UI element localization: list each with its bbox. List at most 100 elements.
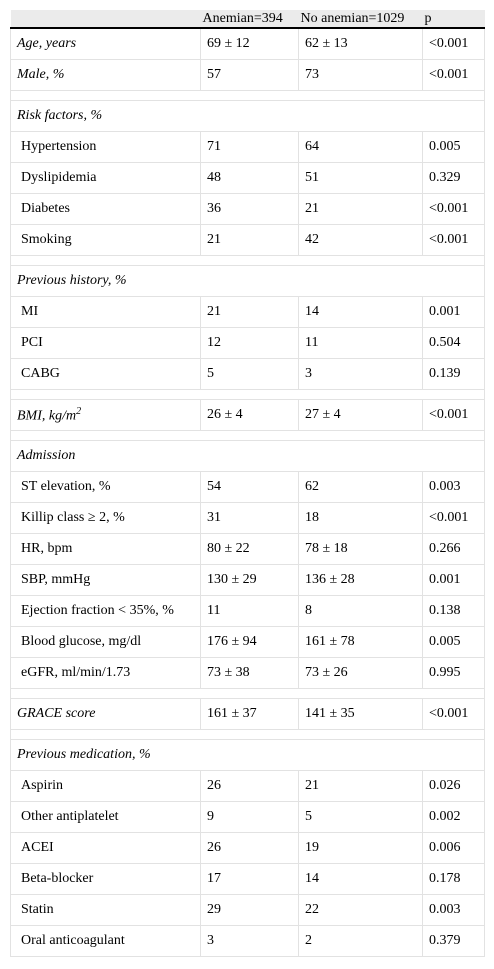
value-text: 0.138 <box>429 603 461 618</box>
value-cell: 14 <box>298 296 423 328</box>
value-cell: 29 <box>200 894 299 926</box>
row-label: Age, years <box>10 27 201 60</box>
row-label-text: GRACE score <box>17 706 96 721</box>
value-text: 14 <box>305 871 319 886</box>
value-cell: 21 <box>200 224 299 256</box>
value-cell: 0.003 <box>422 894 485 926</box>
value-text: 21 <box>207 232 221 247</box>
value-cell: 141 ± 35 <box>298 698 423 730</box>
row-label-text: Ejection fraction < 35%, % <box>21 603 174 618</box>
value-cell: 3 <box>298 358 423 390</box>
row-label: MI <box>10 296 201 328</box>
data-row: Statin 29 22 0.003 <box>10 894 485 926</box>
spacer-cell <box>10 389 485 400</box>
row-label-text: PCI <box>21 335 43 350</box>
row-label-text: CABG <box>21 366 60 381</box>
row-label: Ejection fraction < 35%, % <box>10 595 201 627</box>
header-cell: Anemian=394 <box>200 10 299 29</box>
value-text: 3 <box>207 933 214 948</box>
value-text: 17 <box>207 871 221 886</box>
value-text: 136 ± 28 <box>305 572 355 587</box>
row-label: Aspirin <box>10 770 201 802</box>
value-text: 36 <box>207 201 221 216</box>
value-text: 0.003 <box>429 479 461 494</box>
value-cell: 0.266 <box>422 533 485 565</box>
spacer-row <box>10 729 485 740</box>
value-text: 11 <box>305 335 319 350</box>
section-title: Risk factors, % <box>10 100 485 132</box>
row-label: Beta-blocker <box>10 863 201 895</box>
value-cell: <0.001 <box>422 698 485 730</box>
data-row: ST elevation, % 54 62 0.003 <box>10 471 485 503</box>
value-cell: 161 ± 37 <box>200 698 299 730</box>
row-label: Oral anticoagulant <box>10 925 201 957</box>
header-cell: p <box>422 10 485 29</box>
row-label-text: Other antiplatelet <box>21 809 119 824</box>
value-cell: 31 <box>200 502 299 534</box>
value-cell: 73 <box>298 59 423 91</box>
value-cell: <0.001 <box>422 224 485 256</box>
value-cell: 2 <box>298 925 423 957</box>
value-text: 2 <box>305 933 312 948</box>
table-header: Anemian=394 No anemian=1029 p <box>10 10 485 29</box>
value-text: <0.001 <box>429 232 469 247</box>
value-cell: 0.504 <box>422 327 485 359</box>
value-cell: 0.138 <box>422 595 485 627</box>
value-text: 0.001 <box>429 572 461 587</box>
row-label: CABG <box>10 358 201 390</box>
value-text: 73 ± 38 <box>207 665 250 680</box>
row-label: Blood glucose, mg/dl <box>10 626 201 658</box>
value-cell: 42 <box>298 224 423 256</box>
value-cell: 80 ± 22 <box>200 533 299 565</box>
data-row: Killip class ≥ 2, % 31 18 <0.001 <box>10 502 485 534</box>
value-text: 0.995 <box>429 665 461 680</box>
value-text: 141 ± 35 <box>305 706 355 721</box>
value-text: 27 ± 4 <box>305 407 341 422</box>
value-text: 0.005 <box>429 139 461 154</box>
value-text: 176 ± 94 <box>207 634 257 649</box>
row-label: Dyslipidemia <box>10 162 201 194</box>
value-text: 12 <box>207 335 221 350</box>
value-text: 22 <box>305 902 319 917</box>
row-label-text: Smoking <box>21 232 72 247</box>
value-text: 0.178 <box>429 871 461 886</box>
row-label-text: Aspirin <box>21 778 63 793</box>
value-text: 0.003 <box>429 902 461 917</box>
value-text: 78 ± 18 <box>305 541 348 556</box>
value-cell: 69 ± 12 <box>200 27 299 60</box>
value-cell: 11 <box>298 327 423 359</box>
value-cell: 0.006 <box>422 832 485 864</box>
row-label-text: HR, bpm <box>21 541 73 556</box>
row-label-text: eGFR, ml/min/1.73 <box>21 665 131 680</box>
row-label: Killip class ≥ 2, % <box>10 502 201 534</box>
row-label-text: SBP, mmHg <box>21 572 91 587</box>
value-text: 29 <box>207 902 221 917</box>
row-label: ACEI <box>10 832 201 864</box>
value-cell: 0.026 <box>422 770 485 802</box>
value-text: 130 ± 29 <box>207 572 257 587</box>
data-row: GRACE score 161 ± 37 141 ± 35 <0.001 <box>10 698 485 730</box>
value-text: 14 <box>305 304 319 319</box>
value-text: 18 <box>305 510 319 525</box>
value-text: 0.005 <box>429 634 461 649</box>
row-label-text: BMI, kg/m <box>17 408 77 424</box>
data-row: Aspirin 26 21 0.026 <box>10 770 485 802</box>
data-row: MI 21 14 0.001 <box>10 296 485 328</box>
table-body: Age, years 69 ± 12 62 ± 13 <0.001 Male, % 57 7… <box>10 27 485 957</box>
value-cell: 62 <box>298 471 423 503</box>
value-cell: 18 <box>298 502 423 534</box>
row-label-text: ACEI <box>21 840 54 855</box>
section-title: Admission <box>10 440 485 472</box>
value-cell: 48 <box>200 162 299 194</box>
value-text: 8 <box>305 603 312 618</box>
data-row: Beta-blocker 17 14 0.178 <box>10 863 485 895</box>
value-text: 73 <box>305 67 319 82</box>
value-cell: 0.995 <box>422 657 485 689</box>
value-text: 26 <box>207 778 221 793</box>
data-row: eGFR, ml/min/1.73 73 ± 38 73 ± 26 0.995 <box>10 657 485 689</box>
data-row: SBP, mmHg 130 ± 29 136 ± 28 0.001 <box>10 564 485 596</box>
spacer-cell <box>10 255 485 266</box>
value-cell: 0.139 <box>422 358 485 390</box>
row-label-text: Killip class ≥ 2, % <box>21 510 125 525</box>
